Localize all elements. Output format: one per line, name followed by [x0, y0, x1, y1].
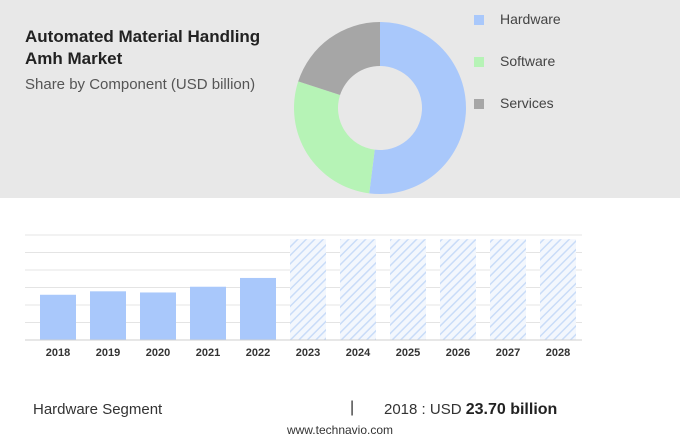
legend-swatch-hardware [474, 15, 484, 25]
bar-2020[interactable] [140, 292, 176, 340]
footer-separator: | [350, 399, 355, 416]
donut-chart [294, 22, 466, 194]
tick-label-2021: 2021 [196, 347, 220, 359]
legend-label-hardware: Hardware [500, 11, 561, 27]
donut-slice-software[interactable] [294, 81, 375, 194]
segment-label: Hardware Segment [33, 401, 163, 418]
legend-label-services: Services [500, 95, 554, 111]
bar-2022[interactable] [240, 277, 276, 340]
tick-label-2027: 2027 [496, 347, 520, 359]
forecast-bar-2023[interactable] [290, 239, 326, 340]
tick-label-2024: 2024 [346, 347, 371, 359]
segment-year-label: 2018 : USD [384, 401, 462, 418]
forecast-bar-2027[interactable] [490, 239, 526, 340]
segment-value-amount: 23.70 billion [465, 401, 558, 418]
tick-label-2028: 2028 [546, 347, 570, 359]
bar-2021[interactable] [190, 286, 226, 340]
tick-label-2019: 2019 [96, 347, 120, 359]
legend-swatch-software [474, 57, 484, 67]
forecast-bar-2024[interactable] [340, 239, 376, 340]
tick-label-2022: 2022 [246, 347, 270, 359]
forecast-bar-2025[interactable] [390, 239, 426, 340]
tick-label-2026: 2026 [446, 347, 470, 359]
chart-subtitle: Share by Component (USD billion) [25, 76, 256, 93]
donut-slice-hardware[interactable] [369, 22, 466, 194]
legend-label-software: Software [500, 53, 556, 69]
chart-title: Automated Material Handling Amh Market [25, 27, 261, 68]
donut-slice-services[interactable] [298, 22, 380, 96]
forecast-bar-2028[interactable] [540, 239, 576, 340]
tick-label-2020: 2020 [146, 347, 170, 359]
legend-swatch-services [474, 99, 484, 109]
tick-label-2025: 2025 [396, 347, 420, 359]
bar-chart: 2018 2019 2020 2021 2022 2023 2024 2025 2026 2027… [25, 234, 582, 359]
segment-value: 2018 : USD 23.70 billion [384, 401, 557, 419]
tick-label-2018: 2018 [46, 347, 70, 359]
bar-2018[interactable] [40, 294, 76, 340]
tick-label-2023: 2023 [296, 347, 320, 359]
bar-2019[interactable] [90, 291, 126, 340]
source-url[interactable]: www.technavio.com [286, 423, 394, 437]
forecast-bar-2026[interactable] [440, 239, 476, 340]
